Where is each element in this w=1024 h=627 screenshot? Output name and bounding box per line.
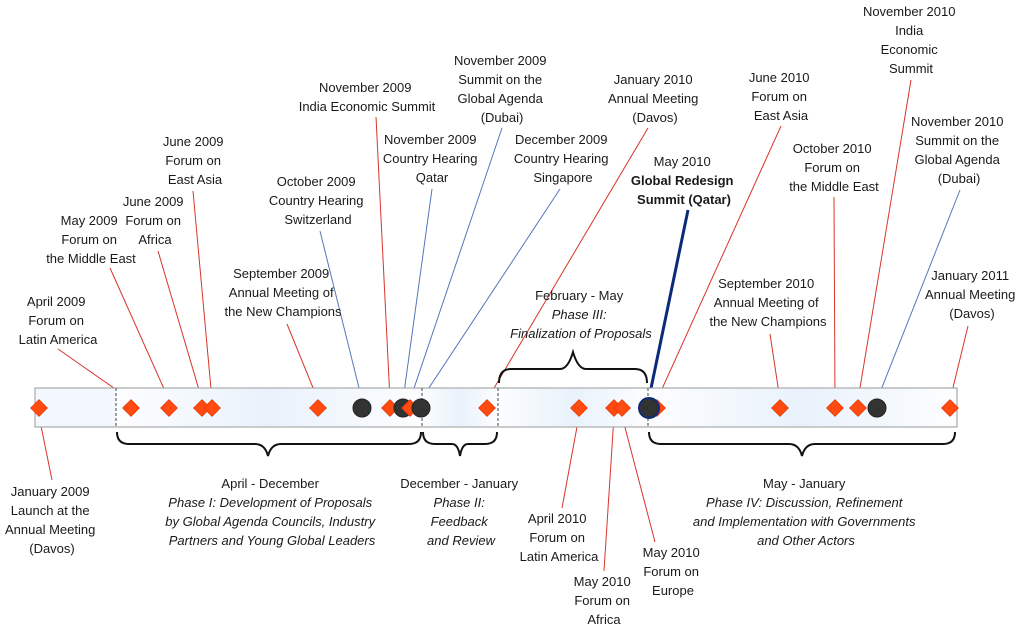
event-label-dec-2009: December 2009 Country Hearing Singapore bbox=[514, 132, 612, 185]
phase-2-brace bbox=[422, 431, 498, 457]
event-label-nov-2010-india: November 2010 India Economic Summit bbox=[863, 4, 959, 76]
event-label-jun-2010: June 2010 Forum on East Asia bbox=[749, 70, 813, 123]
connector-line-may-2010-summit bbox=[647, 209, 690, 399]
event-label-jun-2009-africa: June 2009 Forum on Africa bbox=[123, 194, 187, 247]
event-label-may-2010-summit: May 2010 Global Redesign Summit (Qatar) bbox=[631, 154, 737, 207]
event-label-apr-2009: April 2009 Forum on Latin America bbox=[19, 294, 99, 347]
connector-line-nov-2009-qatar bbox=[402, 188, 433, 401]
event-label-sep-2009: September 2009 Annual Meeting of the New… bbox=[224, 266, 342, 319]
connector-line-jun-2009-africa bbox=[157, 250, 203, 401]
event-label-nov-2009-qatar: November 2009 Country Hearing Qatar bbox=[383, 132, 481, 185]
event-markers bbox=[30, 397, 959, 419]
connector-line-nov-2010-india bbox=[857, 79, 912, 401]
phase-3-label: February - May Phase III: Finalization o… bbox=[510, 288, 652, 341]
event-label-jun-2009-eastasia: June 2009 Forum on East Asia bbox=[163, 134, 227, 187]
phase-2-label: December - January Phase II: Feedback an… bbox=[400, 476, 521, 548]
event-marker-diamond-jan-2010 bbox=[478, 399, 496, 417]
phase-4-label: May - January Phase IV: Discussion, Refi… bbox=[693, 476, 919, 548]
event-marker-diamond-jan-2011 bbox=[941, 399, 959, 417]
event-label-oct-2009: October 2009 Country Hearing Switzerland bbox=[269, 174, 367, 227]
event-marker-diamond-may-2010-europe bbox=[613, 399, 631, 417]
event-label-may-2010-africa: May 2010 Forum on Africa bbox=[574, 574, 635, 627]
phase-1-label: April - December Phase I: Development of… bbox=[165, 476, 378, 548]
event-marker-diamond-nov-2009-india bbox=[381, 399, 399, 417]
event-label-nov-2010-dubai: November 2010 Summit on the Global Agend… bbox=[911, 114, 1007, 186]
connector-line-jun-2009-eastasia bbox=[192, 190, 213, 401]
event-label-jan-2009: January 2009 Launch at the Annual Meetin… bbox=[5, 484, 99, 556]
connector-lines bbox=[38, 79, 969, 572]
event-marker-diamond-sep-2009 bbox=[309, 399, 327, 417]
event-marker-circle-may-2010-summit bbox=[638, 397, 660, 419]
connector-line-apr-2010 bbox=[561, 415, 580, 509]
connector-line-jan-2010 bbox=[486, 127, 649, 401]
event-marker-diamond-apr-2009 bbox=[122, 399, 140, 417]
bottom-event-labels: January 2009 Launch at the Annual Meetin… bbox=[5, 484, 704, 627]
event-marker-diamond-nov-2010-india bbox=[849, 399, 867, 417]
top-event-labels: April 2009 Forum on Latin America May 20… bbox=[19, 4, 1019, 347]
event-marker-diamond-apr-2010 bbox=[570, 399, 588, 417]
connector-line-dec-2009 bbox=[420, 188, 561, 401]
phase-3-brace bbox=[498, 348, 648, 384]
event-marker-diamond-oct-2010 bbox=[826, 399, 844, 417]
event-label-apr-2010: April 2010 Forum on Latin America bbox=[520, 511, 600, 564]
phase-braces bbox=[116, 348, 956, 457]
connector-line-sep-2009 bbox=[286, 323, 319, 401]
event-label-may-2010-europe: May 2010 Forum on Europe bbox=[643, 545, 704, 598]
connector-line-may-2009 bbox=[109, 267, 170, 401]
event-marker-diamond-sep-2010 bbox=[771, 399, 789, 417]
connector-line-nov-2009-dubai bbox=[409, 127, 503, 401]
event-marker-diamond-jun-2009-africa bbox=[193, 399, 211, 417]
connector-line-oct-2010 bbox=[833, 196, 836, 401]
connector-line-nov-2010-dubai bbox=[876, 189, 961, 401]
event-marker-diamond-may-2009 bbox=[160, 399, 178, 417]
phase-labels: April - December Phase I: Development of… bbox=[165, 288, 919, 548]
event-label-nov-2009-india: November 2009 India Economic Summit bbox=[299, 80, 436, 114]
event-label-jan-2011: January 2011 Annual Meeting (Davos) bbox=[925, 268, 1019, 321]
connector-line-may-2010-africa bbox=[603, 415, 615, 572]
connector-line-may-2010-europe bbox=[621, 415, 656, 543]
event-label-may-2009: May 2009 Forum on the Middle East bbox=[46, 213, 136, 266]
event-marker-circle-dec-2009 bbox=[411, 398, 431, 418]
connector-line-jun-2010 bbox=[656, 125, 782, 401]
event-marker-circle-oct-2009 bbox=[352, 398, 372, 418]
event-marker-diamond-jun-2009-eastasia bbox=[203, 399, 221, 417]
connector-line-nov-2009-india bbox=[375, 116, 391, 401]
event-label-jan-2010: January 2010 Annual Meeting (Davos) bbox=[608, 72, 702, 125]
event-marker-diamond-jan-2009 bbox=[30, 399, 48, 417]
event-label-nov-2009-dubai: November 2009 Summit on the Global Agend… bbox=[454, 53, 550, 125]
event-label-sep-2010: September 2010 Annual Meeting of the New… bbox=[709, 276, 827, 329]
event-label-oct-2010: October 2010 Forum on the Middle East bbox=[789, 141, 879, 194]
phase-4-brace bbox=[648, 431, 956, 457]
connector-line-oct-2009 bbox=[319, 230, 363, 401]
phase-1-brace bbox=[116, 431, 422, 457]
event-marker-circle-nov-2010-dubai bbox=[867, 398, 887, 418]
